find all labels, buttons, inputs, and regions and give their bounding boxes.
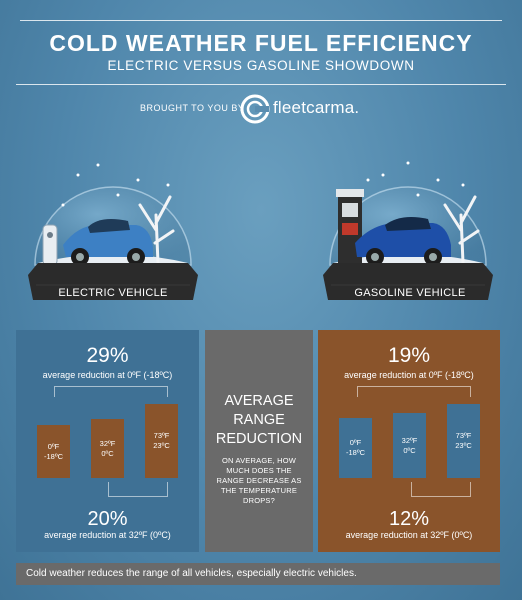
header-divider (16, 84, 506, 85)
bar-label: 73ºF 23ºC (145, 431, 178, 451)
electric-snow-globe (28, 163, 198, 300)
gasoline-top-bracket (357, 386, 471, 397)
gasoline-top-percent: 19% (387, 344, 431, 367)
bar-label: 73ºF 23ºC (447, 431, 480, 451)
average-range-reduction-panel: AVERAGE RANGE REDUCTION ON AVERAGE, HOW … (205, 330, 313, 552)
middle-title-line-2: RANGE (233, 412, 285, 428)
page-subtitle: ELECTRIC VERSUS GASOLINE SHOWDOWN (107, 58, 415, 73)
bar-label: 32ºF 0ºC (393, 436, 426, 456)
gasoline-bottom-percent: 12% (388, 508, 430, 530)
gasoline-bottom-caption: average reduction at 32ºF (0ºC) (345, 530, 473, 540)
fleetcarma-logo-icon (240, 94, 270, 124)
gasoline-top-caption: average reduction at 0ºF (-18ºC) (344, 370, 474, 380)
brought-to-you-by: BROUGHT TO YOU BY (140, 103, 245, 113)
bar-label-line: 32ºF (401, 435, 418, 445)
bar-label-line: 0ºF (349, 438, 362, 447)
bar-label-line: 32ºF (99, 438, 116, 448)
top-divider (20, 20, 502, 21)
bar-2: 32ºF 0ºC (393, 413, 426, 478)
footer-bar: Cold weather reduces the range of all ve… (16, 563, 500, 585)
bar-label-line: 23ºC (153, 441, 170, 450)
bar-label-line: -18ºC (346, 448, 365, 457)
electric-top-percent: 29% (86, 344, 129, 367)
bar-3: 73ºF 23ºC (447, 404, 480, 478)
electric-top-bracket (54, 386, 168, 397)
gasoline-snow-globe (323, 161, 493, 300)
bar-label-line: 0ºC (101, 448, 114, 458)
middle-description: ON AVERAGE, HOW MUCH DOES THE RANGE DECR… (216, 456, 302, 505)
bar-label-line: 73ºF (153, 431, 170, 440)
page-title: COLD WEATHER FUEL EFFICIENCY (49, 30, 473, 56)
bar-1: 0ºF -18ºC (339, 418, 372, 478)
bar-label: 0ºF -18ºC (339, 438, 372, 458)
bar-label-line: -18ºC (44, 451, 63, 461)
electric-top-caption: average reduction at 0ºF (-18ºC) (42, 370, 173, 380)
middle-title-line-1: AVERAGE (224, 393, 294, 409)
gasoline-vehicle-label: GASOLINE VEHICLE (354, 287, 466, 299)
bar-label: 32ºF 0ºC (91, 439, 124, 459)
footer-text: Cold weather reduces the range of all ve… (26, 568, 357, 579)
bar-label-line: 0ºF (47, 441, 60, 451)
electric-chart-panel: 29% average reduction at 0ºF (-18ºC) 20%… (16, 330, 199, 552)
middle-title: AVERAGE RANGE REDUCTION (205, 392, 313, 449)
bar-label-line: 0ºC (403, 445, 416, 455)
middle-title-line-3: REDUCTION (215, 431, 303, 447)
bar-3: 73ºF 23ºC (145, 404, 178, 478)
bar-2: 32ºF 0ºC (91, 419, 124, 478)
electric-bottom-bracket (108, 482, 168, 497)
bar-label: 0ºF -18ºC (37, 442, 70, 462)
bar-1: 0ºF -18ºC (37, 425, 70, 478)
gasoline-bottom-bracket (411, 482, 471, 497)
electric-bottom-percent: 20% (87, 508, 128, 530)
bar-label-line: 23ºC (455, 441, 472, 450)
brand-name: fleetcarma. (273, 98, 360, 117)
electric-vehicle-label: ELECTRIC VEHICLE (58, 287, 168, 299)
bar-label-line: 73ºF (455, 431, 472, 440)
electric-bottom-caption: average reduction at 32ºF (0ºC) (44, 530, 171, 540)
gasoline-chart-panel: 19% average reduction at 0ºF (-18ºC) 12%… (318, 330, 500, 552)
